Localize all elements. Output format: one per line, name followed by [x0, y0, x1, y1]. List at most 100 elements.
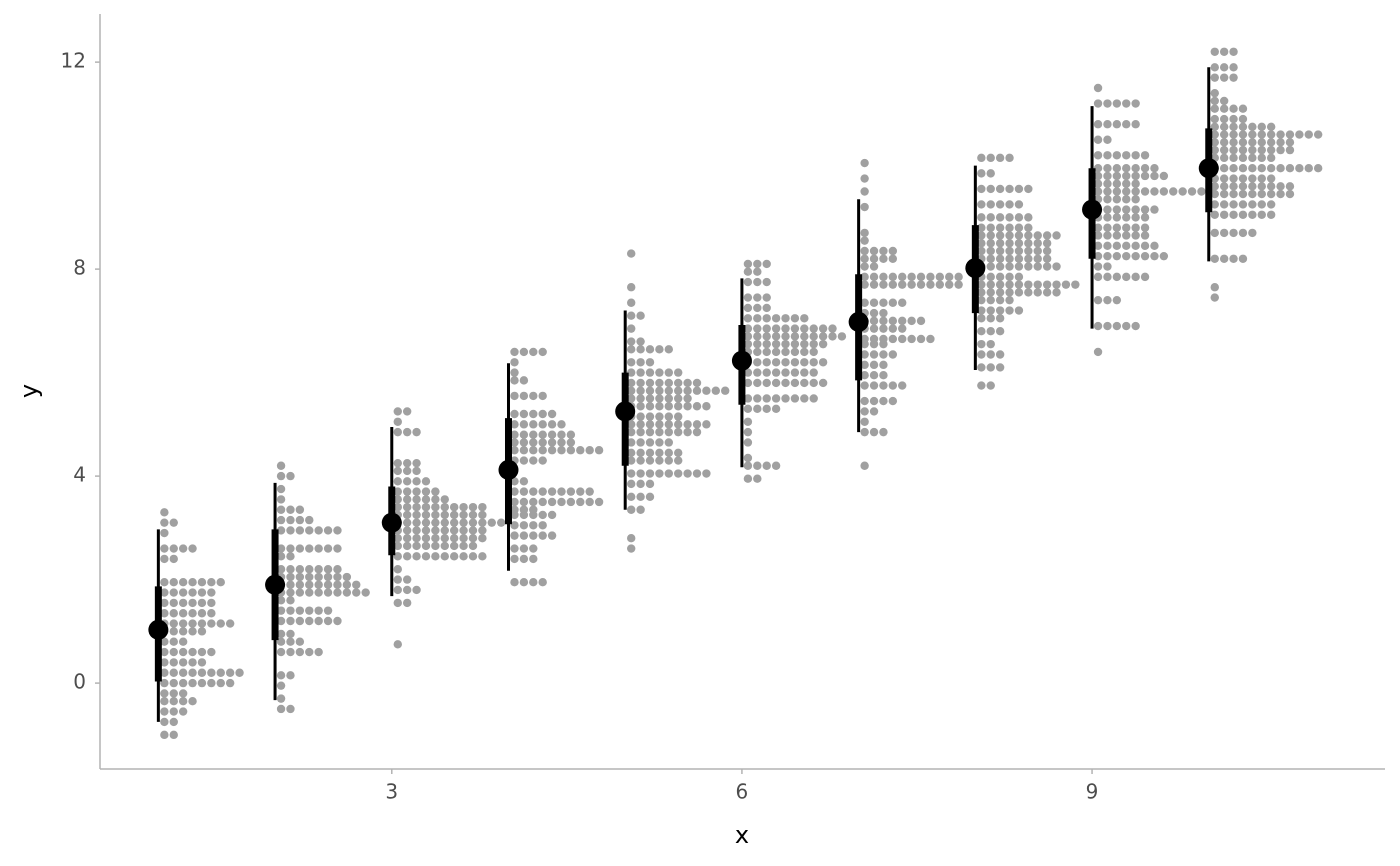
dot [1210, 145, 1219, 155]
dot [800, 324, 809, 333]
dot [1257, 164, 1266, 173]
dot [538, 456, 547, 465]
dot [1238, 210, 1248, 219]
dot [276, 515, 286, 525]
dot [636, 368, 645, 377]
dot [547, 420, 557, 429]
dot [393, 585, 402, 595]
dot [449, 541, 459, 551]
dot [995, 184, 1005, 194]
dot [683, 469, 692, 478]
dot [323, 544, 333, 553]
dot [547, 487, 557, 496]
dot [869, 350, 879, 359]
dot [869, 407, 879, 416]
dot [314, 580, 323, 589]
dot [478, 526, 487, 535]
dot [869, 262, 879, 271]
dot [986, 381, 995, 390]
dot [1229, 130, 1238, 139]
dot [1112, 241, 1122, 251]
dot [393, 466, 402, 476]
dot [421, 534, 431, 543]
dot [276, 461, 286, 470]
y-tick-label: 8 [73, 256, 86, 280]
median-point [148, 619, 169, 640]
dot [1103, 99, 1112, 108]
dot [636, 492, 645, 502]
dot [412, 552, 421, 561]
dot [178, 588, 188, 597]
dot [1112, 151, 1122, 160]
dot [538, 409, 547, 419]
dot [538, 446, 547, 455]
dot [1140, 272, 1150, 282]
dot [412, 518, 421, 527]
dot [529, 521, 538, 530]
dot [692, 386, 702, 395]
dot [1052, 280, 1061, 289]
dot [169, 689, 178, 698]
dot [449, 526, 459, 535]
dot [286, 526, 295, 535]
dot [995, 200, 1005, 209]
dot [674, 427, 683, 437]
dot [721, 386, 730, 395]
dot [178, 678, 188, 688]
dot [1122, 251, 1131, 261]
dot [762, 277, 771, 287]
dot [1112, 213, 1122, 222]
dot [986, 223, 995, 232]
dot [860, 228, 869, 238]
dot [916, 316, 926, 326]
dot [1285, 182, 1295, 191]
dot [655, 394, 664, 403]
dot [431, 552, 440, 561]
dot [1276, 145, 1285, 155]
dot [1103, 171, 1112, 181]
median-point [1198, 158, 1219, 179]
dot [762, 332, 771, 341]
dot [510, 487, 519, 496]
dot [995, 314, 1005, 323]
dot [286, 647, 295, 657]
dot [869, 334, 879, 344]
dot [683, 402, 692, 411]
dot [1229, 138, 1238, 147]
dot [664, 368, 674, 377]
dot [1093, 151, 1103, 160]
dot [995, 246, 1005, 256]
dot [276, 495, 286, 504]
dot [879, 370, 888, 380]
dot [1103, 251, 1112, 261]
dot [869, 360, 879, 370]
dot [860, 187, 869, 196]
dot [1042, 288, 1052, 297]
dot [1122, 187, 1131, 196]
dot [743, 438, 753, 447]
dot [314, 526, 323, 535]
dot [1210, 293, 1219, 302]
dot [1140, 171, 1150, 181]
dot [753, 314, 762, 323]
dot [286, 606, 295, 615]
dot [1093, 347, 1103, 357]
dot [538, 510, 547, 520]
dot [753, 394, 762, 403]
dot [421, 526, 431, 535]
dot [557, 430, 566, 439]
dot [636, 345, 645, 354]
dot [645, 492, 655, 502]
dot [169, 518, 178, 527]
dot [323, 588, 333, 597]
y-axis-title: y [15, 384, 43, 398]
dot [510, 446, 519, 455]
dot [753, 368, 762, 377]
dot [1219, 189, 1229, 199]
dot [421, 518, 431, 527]
dot [1112, 321, 1122, 331]
dot [645, 378, 655, 388]
dot [169, 717, 178, 727]
dot [809, 332, 818, 341]
dot [412, 510, 421, 520]
